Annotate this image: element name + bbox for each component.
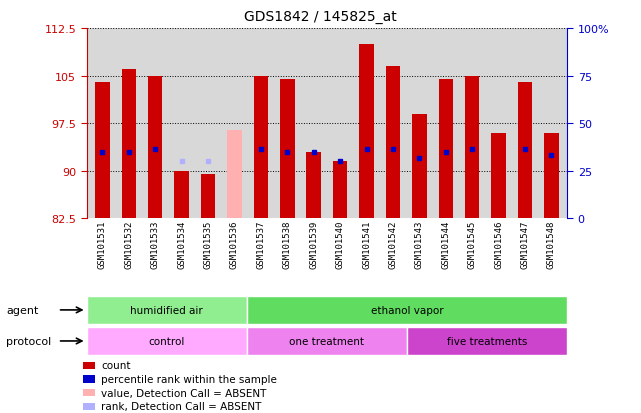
Text: GDS1842 / 145825_at: GDS1842 / 145825_at: [244, 10, 397, 24]
Text: ethanol vapor: ethanol vapor: [370, 305, 444, 315]
Text: count: count: [101, 361, 131, 370]
Text: control: control: [149, 336, 185, 346]
Bar: [148, 76, 162, 219]
Bar: [438, 80, 453, 219]
Bar: [412, 114, 427, 219]
Text: one treatment: one treatment: [289, 336, 365, 346]
Bar: [333, 162, 347, 219]
Bar: [87, 296, 247, 324]
Bar: [386, 67, 400, 219]
Bar: [122, 70, 136, 219]
Bar: [95, 83, 110, 219]
Bar: [247, 296, 567, 324]
Bar: [87, 327, 247, 355]
Text: humidified air: humidified air: [130, 305, 203, 315]
Bar: [254, 76, 268, 219]
Bar: [492, 133, 506, 219]
Text: value, Detection Call = ABSENT: value, Detection Call = ABSENT: [101, 388, 267, 398]
Text: protocol: protocol: [6, 336, 52, 346]
Bar: [465, 76, 479, 219]
Text: percentile rank within the sample: percentile rank within the sample: [101, 374, 277, 384]
Bar: [201, 175, 215, 219]
Text: five treatments: five treatments: [447, 336, 528, 346]
Bar: [544, 133, 559, 219]
Bar: [407, 327, 567, 355]
Bar: [518, 83, 532, 219]
Bar: [280, 80, 295, 219]
Bar: [359, 45, 374, 219]
Text: rank, Detection Call = ABSENT: rank, Detection Call = ABSENT: [101, 401, 262, 411]
Bar: [174, 171, 189, 219]
Text: agent: agent: [6, 305, 39, 315]
Bar: [306, 152, 321, 219]
Bar: [227, 130, 242, 219]
Bar: [247, 327, 407, 355]
